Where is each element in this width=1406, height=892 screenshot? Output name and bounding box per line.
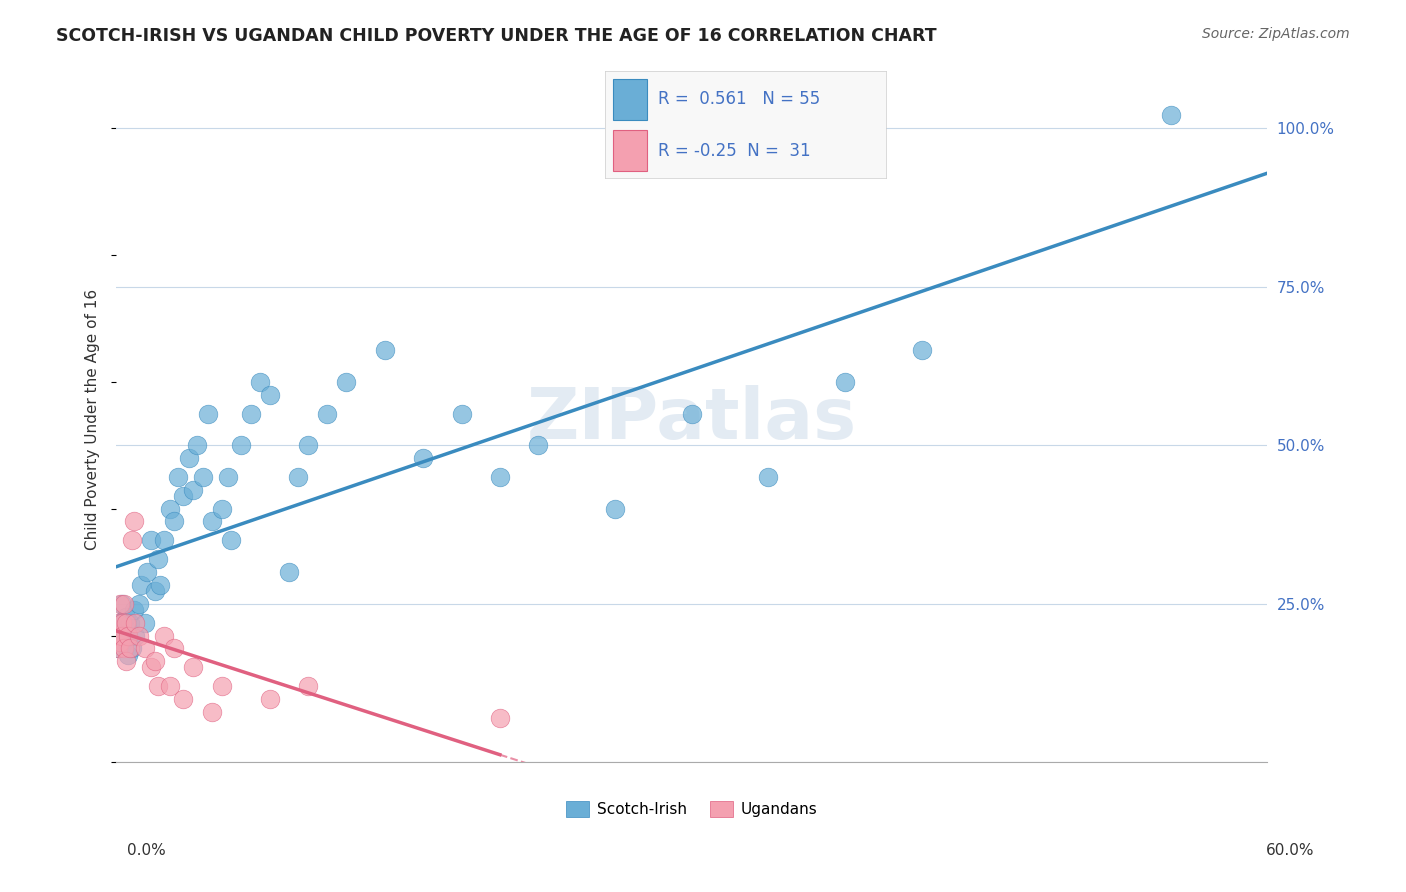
Point [111, 629, 134, 643]
Point [124, 615, 146, 630]
Point [107, 641, 129, 656]
Point [201, 705, 224, 719]
Point [121, 533, 143, 548]
Text: Source: ZipAtlas.com: Source: ZipAtlas.com [1202, 27, 1350, 41]
Point [115, 609, 138, 624]
Point [181, 660, 204, 674]
Point [108, 597, 131, 611]
Text: R =  0.561   N = 55: R = 0.561 N = 55 [658, 90, 820, 108]
Point [122, 603, 145, 617]
Point [117, 629, 139, 643]
Point [122, 515, 145, 529]
Point [297, 438, 319, 452]
Point [117, 629, 139, 643]
Point [489, 711, 512, 725]
Point [148, 552, 170, 566]
Point [159, 679, 181, 693]
Point [316, 407, 339, 421]
FancyBboxPatch shape [613, 130, 647, 171]
Point [412, 450, 434, 465]
Point [115, 615, 138, 630]
Point [297, 679, 319, 693]
Point [115, 622, 138, 636]
Point [229, 438, 252, 452]
Point [450, 407, 472, 421]
Point [249, 375, 271, 389]
Point [139, 660, 162, 674]
Point [259, 692, 281, 706]
Point [335, 375, 357, 389]
Point [111, 597, 134, 611]
Point [107, 615, 129, 630]
Point [134, 615, 156, 630]
Point [139, 533, 162, 548]
Point [134, 641, 156, 656]
Point [834, 375, 856, 389]
Point [911, 343, 934, 358]
Point [149, 578, 172, 592]
Point [163, 641, 186, 656]
Point [217, 470, 239, 484]
Point [163, 515, 186, 529]
Y-axis label: Child Poverty Under the Age of 16: Child Poverty Under the Age of 16 [86, 289, 100, 550]
Point [115, 654, 138, 668]
Point [105, 629, 128, 643]
Point [107, 641, 129, 656]
Point [128, 629, 150, 643]
Point [153, 629, 176, 643]
Point [221, 533, 243, 548]
Point [112, 641, 135, 656]
Point [259, 387, 281, 401]
Point [239, 407, 262, 421]
Text: 60.0%: 60.0% [1267, 843, 1315, 858]
Point [118, 615, 141, 630]
Text: ZIPatlas: ZIPatlas [527, 385, 856, 454]
Point [124, 629, 146, 643]
Point [117, 648, 139, 662]
Text: SCOTCH-IRISH VS UGANDAN CHILD POVERTY UNDER THE AGE OF 16 CORRELATION CHART: SCOTCH-IRISH VS UGANDAN CHILD POVERTY UN… [56, 27, 936, 45]
Point [191, 470, 214, 484]
Point [148, 679, 170, 693]
Point [112, 597, 135, 611]
Point [1160, 108, 1182, 122]
Point [121, 641, 143, 656]
Point [489, 470, 512, 484]
Point [111, 615, 134, 630]
Point [143, 584, 166, 599]
Point [374, 343, 396, 358]
Text: 0.0%: 0.0% [127, 843, 166, 858]
Point [211, 501, 233, 516]
Point [136, 565, 159, 579]
Point [112, 635, 135, 649]
Point [128, 597, 150, 611]
Point [166, 470, 188, 484]
Point [143, 654, 166, 668]
Legend: Scotch-Irish, Ugandans: Scotch-Irish, Ugandans [560, 795, 823, 823]
Point [118, 641, 141, 656]
Point [201, 515, 224, 529]
Point [153, 533, 176, 548]
Point [108, 615, 131, 630]
Point [179, 450, 201, 465]
Point [527, 438, 550, 452]
Point [211, 679, 233, 693]
Point [197, 407, 219, 421]
Point [287, 470, 309, 484]
Point [159, 501, 181, 516]
Point [603, 501, 626, 516]
Text: R = -0.25  N =  31: R = -0.25 N = 31 [658, 142, 811, 160]
Point [756, 470, 779, 484]
Point [181, 483, 204, 497]
Point [172, 489, 194, 503]
Point [108, 635, 131, 649]
Point [129, 578, 152, 592]
Point [111, 629, 134, 643]
FancyBboxPatch shape [613, 78, 647, 120]
Point [277, 565, 299, 579]
Point [172, 692, 194, 706]
Point [681, 407, 703, 421]
Point [186, 438, 208, 452]
